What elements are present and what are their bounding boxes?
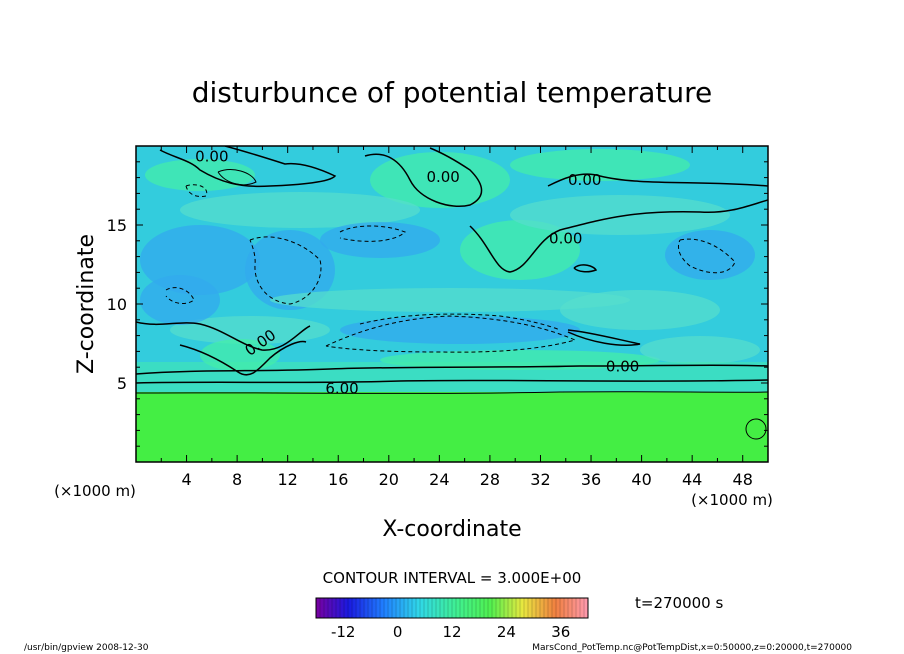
contour-label: 0.00	[195, 147, 228, 165]
contour-line	[325, 315, 577, 353]
contour-labels: 0.000.00 0.000.000.000.006.00	[195, 147, 639, 398]
lower-layer	[136, 392, 768, 462]
y-unit-label: (×1000 m)	[54, 482, 136, 500]
field-patch	[560, 290, 720, 330]
x-axis-label: X-coordinate	[382, 517, 521, 542]
contour-line	[249, 236, 322, 305]
upper-patches	[136, 149, 768, 454]
field-patch	[170, 316, 330, 344]
colorbar-gradient	[316, 598, 588, 618]
colorbar: -12 0 12 24 36	[315, 597, 589, 641]
x-tick-label: 16	[328, 470, 348, 489]
x-tick-label: 32	[530, 470, 550, 489]
colorbar-ticks: -12 0 12 24 36	[331, 623, 570, 641]
x-tick-label: 44	[682, 470, 702, 489]
x-tick-label: 48	[733, 470, 753, 489]
field-patch	[370, 152, 510, 208]
contour-line	[179, 340, 307, 376]
contour-label: 0.00	[426, 168, 459, 186]
colorbar-tick-label: 0	[393, 623, 403, 641]
colorbar-stripes	[319, 598, 585, 618]
y-axis: 5 10 15	[107, 145, 768, 463]
contour-line	[359, 313, 561, 331]
colorbar-tick-label: 36	[551, 623, 570, 641]
colorbar-tick-label: -12	[331, 623, 356, 641]
time-text: t=270000 s	[635, 594, 723, 612]
x-tick-label: 20	[379, 470, 399, 489]
contour-label: 0.00	[606, 358, 639, 376]
contour-line	[567, 329, 641, 347]
contour-line	[547, 173, 768, 187]
field-patch	[270, 288, 630, 312]
contour-label: 6.00	[325, 380, 358, 398]
field-patch	[665, 230, 755, 280]
field-patch	[180, 192, 420, 228]
field-patch	[510, 195, 730, 235]
field-patch	[320, 222, 440, 258]
contour-line	[136, 391, 768, 394]
contours	[136, 146, 768, 440]
contour-line	[573, 264, 598, 273]
plot-area: 0.000.00 0.000.000.000.006.00	[136, 146, 768, 462]
field-patch	[140, 275, 220, 325]
x-unit-label: (×1000 m)	[691, 491, 773, 509]
y-axis-label: Z-coordinate	[74, 234, 99, 374]
x-tick-label: 8	[232, 470, 242, 489]
footer-left: /usr/bin/gpview 2008-12-30	[24, 643, 149, 653]
contour-line	[677, 238, 736, 274]
x-tick-label: 12	[278, 470, 298, 489]
contour-line	[364, 147, 483, 207]
colorbar-frame	[315, 597, 589, 619]
contour-line	[159, 146, 337, 188]
x-axis: 4 8 12 16 20 24 28 32 36 40 44 48	[135, 146, 769, 489]
colorbar-tick-label: 24	[497, 623, 516, 641]
contour-line	[217, 169, 257, 186]
contour-interval-text: CONTOUR INTERVAL = 3.000E+00	[323, 569, 582, 587]
contour-line	[339, 225, 406, 242]
contour-line	[136, 379, 768, 384]
contour-label: 0.00	[568, 171, 601, 189]
contour-line	[469, 199, 768, 273]
contour-line	[165, 287, 195, 304]
x-tick-label: 4	[181, 470, 191, 489]
contour-line	[745, 418, 767, 440]
field-patch	[510, 149, 690, 181]
x-tick-label: 28	[480, 470, 500, 489]
chart-title: disturbunce of potential temperature	[192, 76, 713, 109]
x-tick-label: 24	[429, 470, 449, 489]
contour-line	[136, 321, 311, 351]
x-tick-label: 36	[581, 470, 601, 489]
contour-label: 0.00	[549, 230, 582, 248]
x-tick-label: 40	[631, 470, 651, 489]
colorbar-tick-label: 12	[442, 623, 461, 641]
field-patch	[640, 336, 760, 364]
footer-right: MarsCond_PotTemp.nc@PotTempDist,x=0:5000…	[532, 643, 852, 653]
y-tick-label: 10	[107, 295, 127, 314]
y-tick-label: 5	[117, 374, 127, 393]
y-tick-label: 15	[107, 216, 127, 235]
contour-line	[185, 184, 208, 197]
